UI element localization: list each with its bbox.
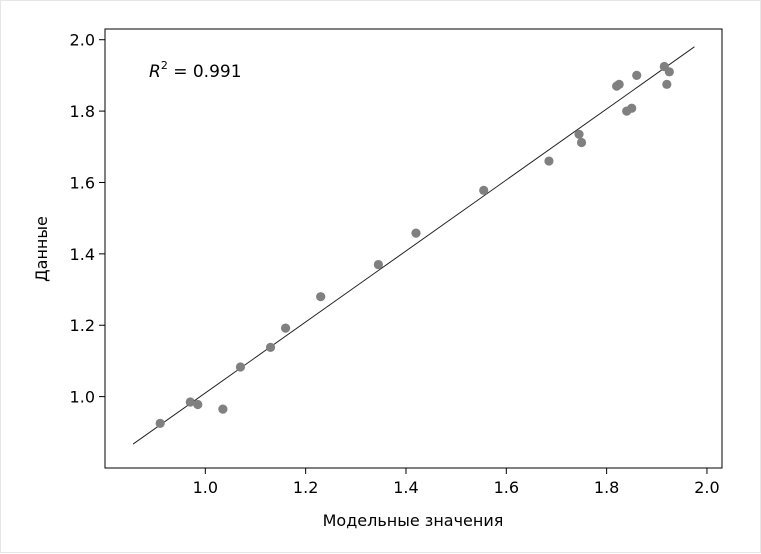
x-axis-ticks: 1.0 1.2 1.4 1.6 1.8 2.0 bbox=[193, 468, 720, 497]
data-point bbox=[664, 67, 674, 77]
data-point bbox=[235, 362, 246, 372]
data-point bbox=[632, 70, 642, 80]
x-tick-label: 1.2 bbox=[293, 478, 318, 497]
y-axis-ticks: 1.0 1.2 1.4 1.6 1.8 2.0 bbox=[70, 31, 105, 407]
data-point bbox=[627, 103, 637, 113]
fit-line-layer bbox=[132, 46, 695, 445]
x-tick-label: 2.0 bbox=[694, 478, 719, 497]
y-tick-label: 1.4 bbox=[70, 245, 95, 264]
fit-line bbox=[132, 46, 695, 445]
data-point bbox=[280, 323, 291, 333]
data-point bbox=[193, 399, 203, 410]
data-point bbox=[574, 129, 584, 139]
y-tick-label: 1.6 bbox=[70, 173, 95, 192]
data-point bbox=[576, 137, 587, 148]
y-axis-label: Данные bbox=[32, 216, 51, 282]
y-tick-label: 1.8 bbox=[70, 102, 95, 121]
data-point bbox=[544, 156, 554, 166]
data-points bbox=[155, 61, 674, 428]
r-squared-exponent: 2 bbox=[161, 59, 168, 72]
x-tick-label: 1.4 bbox=[393, 478, 418, 497]
r-squared-value: = 0.991 bbox=[168, 62, 242, 82]
x-tick-label: 1.8 bbox=[594, 478, 619, 497]
data-point bbox=[411, 228, 421, 238]
plot-area bbox=[105, 29, 722, 468]
data-point bbox=[373, 259, 383, 270]
data-point bbox=[662, 79, 672, 89]
y-tick-label: 1.0 bbox=[70, 388, 95, 407]
y-tick-label: 1.2 bbox=[70, 316, 95, 335]
axes-border bbox=[104, 28, 723, 469]
r-squared-annotation: R2 = 0.991 bbox=[149, 59, 242, 82]
data-point bbox=[155, 418, 165, 428]
data-point bbox=[185, 397, 195, 407]
x-tick-label: 1.0 bbox=[193, 478, 218, 497]
axes-frame bbox=[104, 28, 723, 469]
y-tick-label: 2.0 bbox=[70, 31, 95, 50]
data-point bbox=[614, 79, 624, 89]
data-point bbox=[218, 404, 228, 414]
data-point bbox=[316, 292, 326, 302]
r-squared-symbol: R bbox=[149, 62, 161, 82]
data-point bbox=[265, 342, 276, 352]
x-axis-label: Модельные значения bbox=[323, 511, 504, 530]
x-tick-label: 1.6 bbox=[494, 478, 519, 497]
plot-background bbox=[105, 29, 722, 468]
data-point bbox=[479, 185, 489, 195]
